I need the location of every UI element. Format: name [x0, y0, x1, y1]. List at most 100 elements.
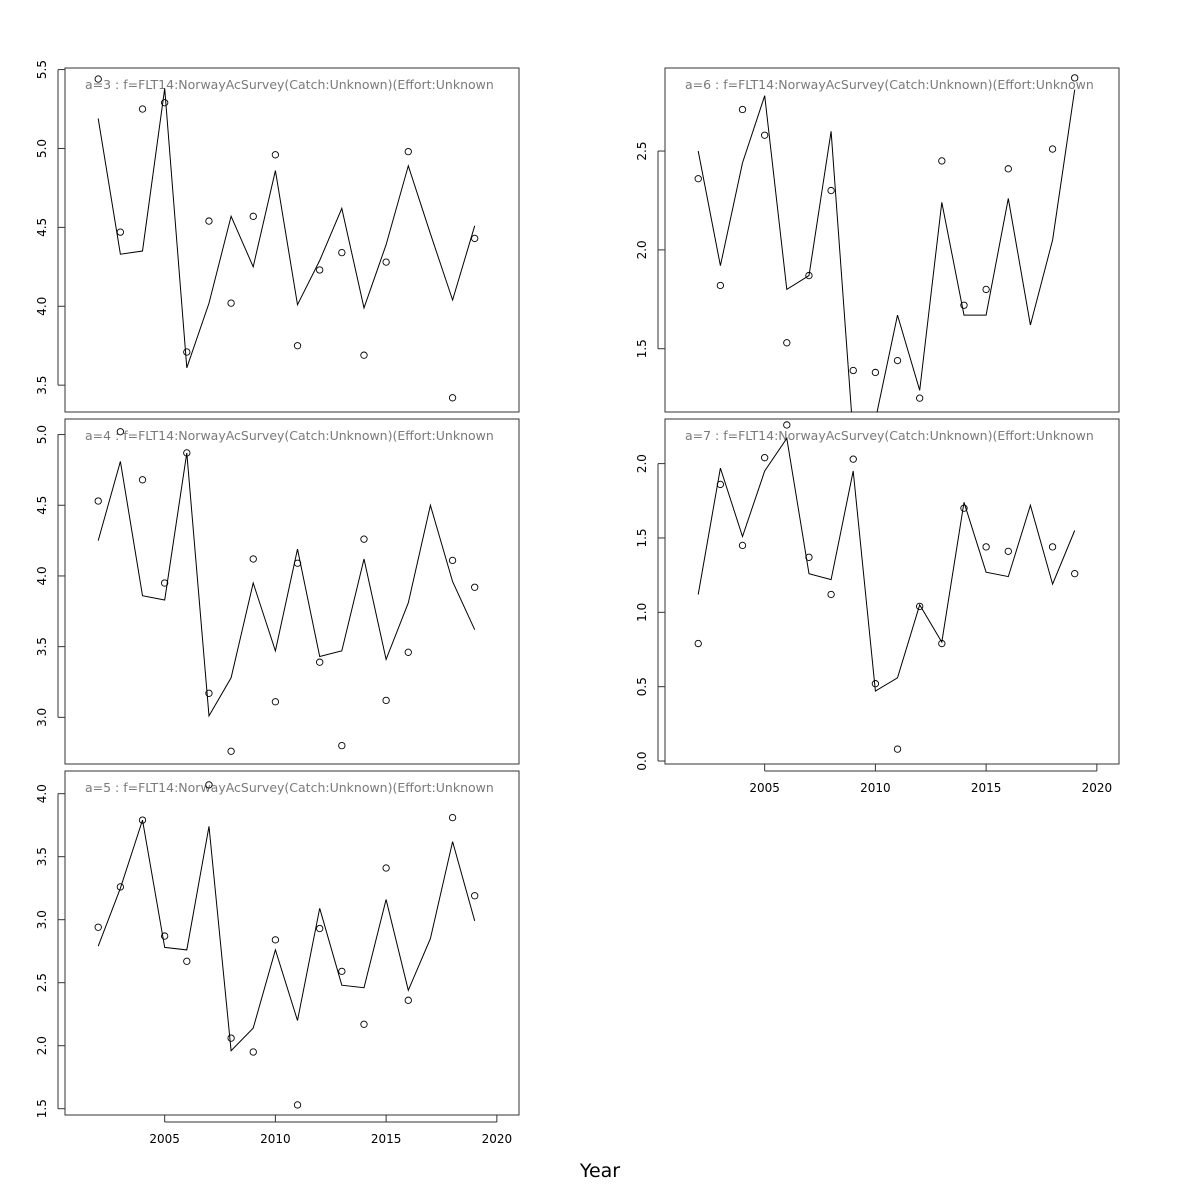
observed-point [293, 342, 302, 350]
y-tick-label: 2.0 [635, 240, 649, 259]
observed-point [1071, 74, 1079, 82]
observed-point [183, 957, 191, 965]
plot-frame [64, 418, 520, 765]
y-tick-label: 1.0 [635, 603, 649, 622]
fitted-line [697, 436, 1076, 692]
observed-point [805, 553, 813, 561]
fitted-line [97, 88, 476, 368]
observed-point [448, 556, 457, 565]
observed-point [271, 151, 280, 159]
observed-point [183, 449, 191, 457]
observed-point [404, 648, 412, 656]
observed-point [761, 454, 769, 462]
observed-point [338, 248, 346, 257]
observed-point [893, 356, 902, 365]
x-tick-label: 2005 [149, 1132, 180, 1146]
observed-point [316, 658, 324, 666]
observed-point [316, 924, 324, 933]
y-tick-label: 1.5 [635, 339, 649, 358]
observed-point [960, 504, 968, 512]
plot-frame [664, 418, 1120, 765]
observed-point [960, 301, 968, 309]
observed-point [404, 996, 412, 1004]
observed-point [982, 543, 990, 551]
observed-point [716, 281, 725, 290]
y-tick-label: 4.0 [35, 784, 49, 803]
observed-point [916, 394, 924, 402]
y-tick-label: 2.5 [35, 973, 49, 992]
observed-point [382, 696, 390, 705]
observed-point [1071, 570, 1079, 578]
observed-point [338, 967, 346, 976]
observed-point [1048, 543, 1057, 551]
observed-point [116, 428, 125, 436]
y-tick-label: 4.5 [35, 218, 49, 237]
y-tick-label: 4.0 [35, 297, 49, 316]
y-tick-label: 4.5 [35, 496, 49, 515]
panel-title: a=7 : f=FLT14:NorwayAcSurvey(Catch:Unkno… [685, 428, 1094, 443]
observed-point [738, 541, 747, 550]
x-tick-label: 2020 [1082, 781, 1113, 795]
observed-point [338, 741, 346, 750]
observed-point [138, 105, 147, 113]
observed-point [360, 1020, 368, 1028]
plot-frame [64, 770, 520, 1116]
observed-point [1004, 165, 1012, 173]
observed-point [849, 366, 857, 375]
observed-point [249, 555, 257, 563]
observed-point [161, 932, 169, 940]
x-tick-label: 2020 [482, 1132, 513, 1146]
y-tick-label: 0.0 [635, 751, 649, 770]
observed-point [227, 1034, 235, 1042]
x-axis-label: Year [579, 1160, 621, 1182]
y-tick-label: 4.0 [35, 566, 49, 585]
observed-point [1004, 547, 1012, 555]
observed-point [1048, 145, 1057, 153]
observed-point [249, 1048, 257, 1056]
x-tick-label: 2010 [260, 1132, 291, 1146]
observed-point [738, 105, 747, 114]
panel-2: a=4 : f=FLT14:NorwayAcSurvey(Catch:Unkno… [35, 418, 520, 765]
y-tick-label: 5.0 [35, 425, 49, 444]
observed-point [205, 781, 213, 789]
fitted-line [97, 452, 476, 718]
y-tick-label: 2.0 [35, 1036, 49, 1055]
observed-point [316, 266, 324, 274]
y-tick-label: 2.0 [635, 454, 649, 473]
y-tick-label: 3.0 [35, 708, 49, 727]
x-tick-label: 2015 [371, 1132, 402, 1146]
x-tick-label: 2010 [860, 781, 891, 795]
observed-point [694, 639, 702, 648]
observed-point [293, 559, 302, 567]
observed-point [271, 698, 280, 706]
panel-5: a=7 : f=FLT14:NorwayAcSurvey(Catch:Unkno… [635, 418, 1120, 795]
observed-point [360, 535, 368, 543]
observed-point [249, 212, 257, 220]
observed-point [783, 339, 791, 347]
observed-point [471, 583, 479, 591]
observed-point [382, 864, 390, 872]
y-tick-label: 3.5 [35, 376, 49, 395]
observed-point [805, 271, 813, 280]
observed-point [448, 394, 457, 402]
plot-frame [664, 67, 1120, 413]
panel-3: a=5 : f=FLT14:NorwayAcSurvey(Catch:Unkno… [35, 770, 520, 1146]
observed-point [471, 892, 479, 900]
observed-point [94, 923, 102, 931]
panel-4: a=6 : f=FLT14:NorwayAcSurvey(Catch:Unkno… [635, 67, 1120, 413]
observed-point [382, 258, 390, 266]
panel-title: a=6 : f=FLT14:NorwayAcSurvey(Catch:Unkno… [685, 77, 1094, 92]
x-tick-label: 2005 [749, 781, 780, 795]
observed-point [94, 497, 102, 505]
observed-point [293, 1101, 302, 1109]
observed-point [205, 217, 213, 225]
y-tick-label: 3.5 [35, 637, 49, 656]
observed-point [271, 936, 280, 944]
observed-point [138, 816, 147, 824]
observed-point [827, 186, 835, 195]
y-tick-label: 0.5 [635, 677, 649, 696]
observed-point [871, 368, 880, 377]
observed-point [982, 285, 990, 294]
observed-point [161, 99, 169, 107]
